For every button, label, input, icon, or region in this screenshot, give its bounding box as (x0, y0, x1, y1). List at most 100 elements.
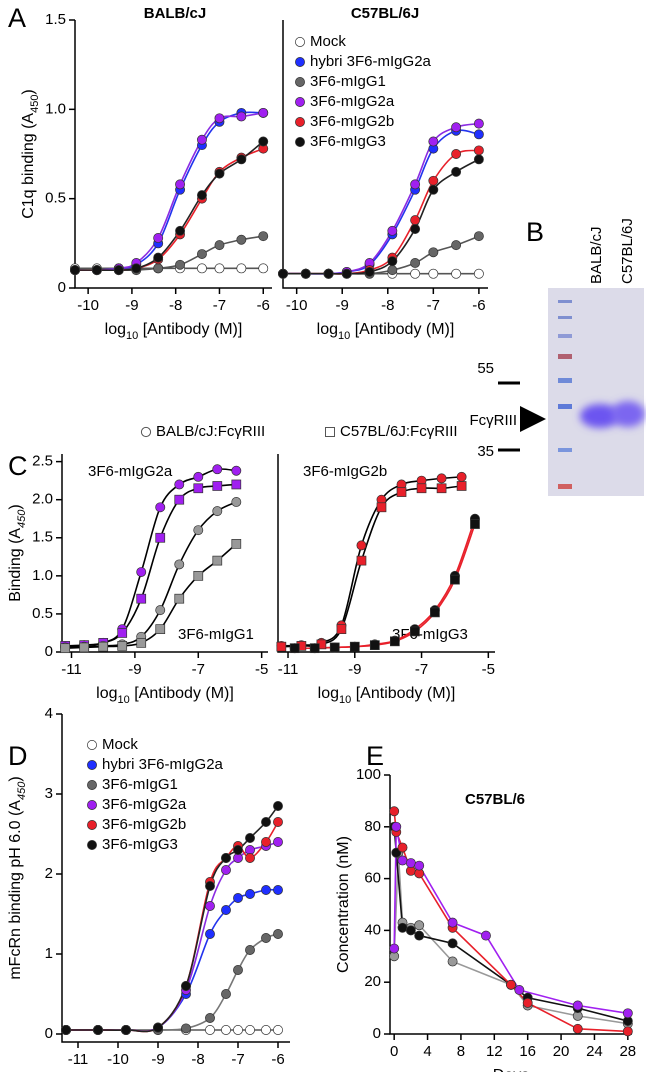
marker (278, 268, 288, 279)
marker (276, 641, 287, 652)
chart-title: C57BL/6J (351, 5, 419, 22)
label-part: [Antibody (M)] (138, 321, 242, 338)
ladder-band (558, 354, 572, 359)
marker (397, 842, 408, 853)
series-line (66, 821, 279, 1033)
x-tick-label: -11 (278, 661, 299, 678)
legend-label: 3F6-mIgG2b (102, 816, 186, 833)
marker (405, 858, 416, 869)
marker (153, 263, 164, 274)
y-tick-label: 0.5 (32, 605, 53, 622)
marker (245, 889, 255, 899)
panel-letter: D (8, 741, 28, 771)
marker (341, 268, 352, 279)
x-tick-label: -10 (107, 1051, 129, 1068)
legend-label: hybri 3F6-mIgG2a (102, 756, 224, 773)
marker (174, 559, 185, 570)
marker (60, 643, 71, 654)
label-part: 450 (16, 509, 28, 528)
marker (174, 494, 185, 505)
marker (572, 1023, 583, 1034)
marker (391, 821, 402, 832)
marker (451, 268, 462, 279)
panel-letter: B (526, 217, 544, 247)
label-part: 450 (29, 95, 41, 113)
marker (473, 154, 484, 165)
marker (155, 502, 166, 513)
x-tick-label: -9 (151, 1051, 164, 1068)
marker (410, 268, 421, 279)
y-axis-label: C1q binding (A450) (20, 89, 41, 219)
marker (356, 540, 367, 551)
label-part: Concentration (nM) (335, 836, 352, 973)
panel-letter: C (8, 451, 28, 481)
marker (205, 881, 215, 891)
series-line (393, 826, 629, 1022)
marker (473, 118, 484, 129)
marker (153, 252, 164, 263)
marker (273, 837, 283, 847)
marker (233, 893, 243, 903)
marker (221, 853, 231, 863)
marker (450, 574, 460, 585)
marker (336, 624, 347, 635)
x-tick-label: -5 (482, 661, 495, 678)
marker (121, 1025, 131, 1035)
marker (473, 231, 484, 242)
marker (414, 860, 425, 871)
marker (245, 833, 255, 843)
annotation: 3F6-mIgG1 (178, 626, 254, 643)
marker (414, 920, 425, 931)
ladder-band (558, 316, 572, 319)
marker (261, 837, 271, 847)
panel-letter: A (8, 3, 26, 33)
marker (436, 483, 447, 494)
marker (451, 149, 462, 159)
marker (273, 801, 283, 811)
marker (221, 905, 231, 915)
annotation: 3F6-mIgG2a (88, 463, 173, 480)
chart-title: C57BL/6 (465, 791, 525, 808)
marker (212, 464, 223, 475)
y-tick-label: 1 (45, 945, 53, 962)
label-part: log (105, 321, 126, 338)
marker (389, 806, 400, 817)
ladder-band (558, 404, 572, 409)
marker (98, 641, 109, 652)
label-part: Binding (A (7, 528, 24, 602)
marker (364, 266, 375, 277)
marker (153, 233, 164, 243)
x-tick-label: 16 (519, 1043, 536, 1060)
y-tick-label: 0 (58, 279, 66, 296)
label-part: C1q binding (A (20, 113, 37, 219)
legend-marker (295, 137, 305, 147)
y-tick-label: 0.5 (45, 190, 66, 207)
marker-label: 35 (477, 443, 494, 460)
marker (193, 570, 204, 581)
axis (277, 454, 495, 653)
y-tick-label: 100 (356, 766, 381, 783)
marker (447, 938, 458, 949)
marker (93, 1025, 103, 1035)
marker (273, 929, 283, 939)
marker (470, 519, 480, 529)
lane-label: C57BL/6J (619, 218, 636, 284)
marker (91, 265, 102, 276)
marker (174, 593, 185, 604)
x-tick-label: -11 (61, 661, 82, 678)
x-tick-label: -7 (192, 661, 205, 678)
annotation: 3F6-mIgG3 (392, 626, 468, 643)
marker (514, 985, 525, 995)
legend-label: 3F6-mIgG1 (310, 73, 386, 90)
marker (300, 268, 311, 279)
marker (273, 1025, 283, 1035)
y-tick-label: 20 (364, 973, 381, 990)
marker (231, 497, 242, 507)
x-axis-label: log10 [Antibody (M)] (96, 685, 234, 706)
series-line (283, 149, 480, 275)
label-part: [Antibody (M)] (350, 321, 454, 338)
marker (456, 471, 467, 482)
marker (309, 643, 320, 654)
marker (70, 265, 80, 276)
marker (205, 901, 215, 911)
